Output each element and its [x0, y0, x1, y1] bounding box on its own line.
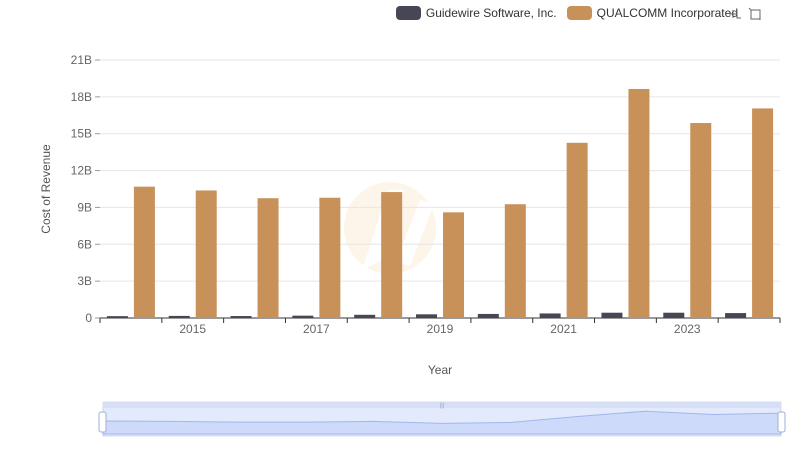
- x-tick-label: 2023: [674, 322, 701, 336]
- bar-guidewire-2018[interactable]: [354, 314, 376, 318]
- y-tick-label: 0: [85, 311, 92, 325]
- y-tick-label: 21B: [71, 53, 92, 67]
- bar-guidewire-2023[interactable]: [663, 312, 685, 318]
- bar-guidewire-2021[interactable]: [539, 313, 561, 318]
- bar-guidewire-2015[interactable]: [168, 315, 190, 318]
- toolbox: [727, 6, 764, 22]
- bar-qualcomm-2024[interactable]: [752, 108, 774, 318]
- bar-qualcomm-2017[interactable]: [319, 197, 341, 318]
- bar-guidewire-2014[interactable]: [106, 316, 128, 318]
- legend-item-guidewire[interactable]: Guidewire Software, Inc.: [395, 6, 557, 20]
- bar-guidewire-2017[interactable]: [292, 315, 314, 318]
- datazoom-top-bar: [103, 402, 781, 408]
- x-tick-label: 2021: [550, 322, 577, 336]
- zoom-reset-icon[interactable]: [748, 6, 764, 22]
- bar-qualcomm-2014[interactable]: [133, 186, 155, 318]
- y-tick-label: 12B: [71, 164, 92, 178]
- bar-guidewire-2016[interactable]: [230, 316, 252, 318]
- y-axis-label: Cost of Revenue: [39, 144, 53, 234]
- legend-swatch-guidewire: [395, 6, 421, 20]
- y-tick-label: 6B: [77, 237, 92, 251]
- x-axis-label: Year: [428, 363, 452, 377]
- legend-label-guidewire: Guidewire Software, Inc.: [425, 6, 557, 20]
- bar-qualcomm-2022[interactable]: [628, 88, 650, 318]
- y-tick-label: 3B: [77, 274, 92, 288]
- datazoom-grip-icon[interactable]: |||: [440, 403, 445, 409]
- bar-guidewire-2020[interactable]: [477, 313, 499, 318]
- x-tick-label: 2015: [179, 322, 206, 336]
- legend: Guidewire Software, Inc. QUALCOMM Incorp…: [395, 4, 738, 22]
- bar-qualcomm-2015[interactable]: [195, 190, 217, 318]
- datazoom-slider[interactable]: |||: [98, 401, 786, 437]
- legend-swatch-qualcomm: [566, 6, 592, 20]
- bars: [106, 88, 774, 318]
- bar-qualcomm-2023[interactable]: [690, 123, 712, 318]
- bar-guidewire-2019[interactable]: [416, 314, 437, 318]
- bar-qualcomm-2020[interactable]: [504, 204, 526, 318]
- datazoom-handle-right[interactable]: [777, 411, 786, 433]
- x-axis: 2015 2017 2019 2021 2023: [99, 318, 781, 336]
- datazoom-selection: [103, 408, 781, 436]
- bar-qualcomm-2018[interactable]: [381, 192, 403, 318]
- bar-guidewire-2022[interactable]: [601, 312, 623, 318]
- bar-guidewire-2024[interactable]: [725, 313, 747, 318]
- y-tick-label: 15B: [71, 127, 92, 141]
- legend-label-qualcomm: QUALCOMM Incorporated: [596, 6, 738, 20]
- datazoom-handle-left[interactable]: [98, 411, 107, 433]
- x-tick-label: 2019: [427, 322, 454, 336]
- zoom-icon[interactable]: [727, 6, 743, 22]
- y-axis: 0 3B 6B 9B 12B 15B 18B 21B: [71, 53, 100, 325]
- bar-qualcomm-2016[interactable]: [257, 198, 279, 318]
- legend-item-qualcomm[interactable]: QUALCOMM Incorporated: [566, 6, 738, 20]
- bar-qualcomm-2019[interactable]: [443, 212, 464, 318]
- y-tick-label: 9B: [77, 200, 92, 214]
- x-tick-label: 2017: [303, 322, 330, 336]
- y-tick-label: 18B: [71, 90, 92, 104]
- bar-qualcomm-2021[interactable]: [566, 142, 588, 318]
